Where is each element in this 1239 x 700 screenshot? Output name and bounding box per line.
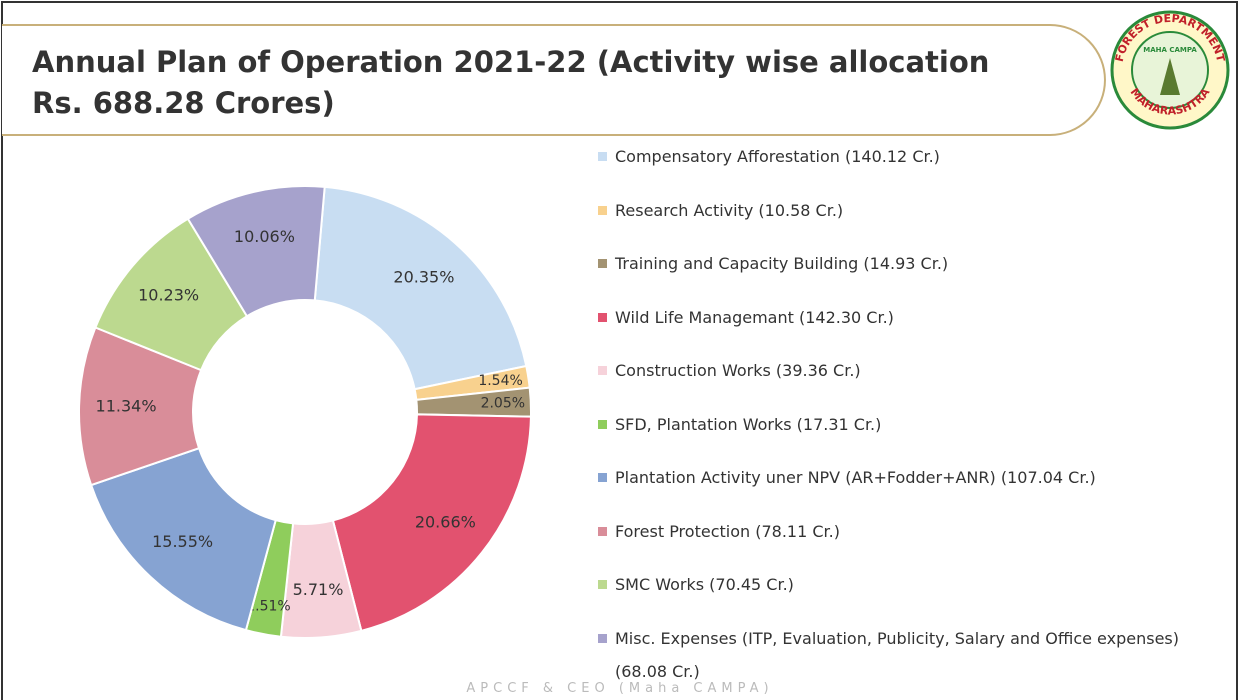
legend-item: Misc. Expenses (ITP, Evaluation, Publici…	[598, 622, 1185, 681]
legend-swatch	[598, 366, 607, 375]
legend-label: SMC Works (70.45 Cr.)	[615, 575, 794, 594]
data-label: 20.66%	[415, 513, 476, 532]
legend-item: Research Activity (10.58 Cr.)	[598, 194, 1208, 248]
legend-item: Compensatory Afforestation (140.12 Cr.)	[598, 140, 1208, 194]
legend-label: Compensatory Afforestation (140.12 Cr.)	[615, 147, 940, 166]
legend-item: SFD, Plantation Works (17.31 Cr.)	[598, 408, 1208, 462]
logo-text: MAHA CAMPA	[1143, 46, 1197, 54]
legend-label: Misc. Expenses (ITP, Evaluation, Publici…	[615, 628, 1179, 681]
legend-swatch	[598, 312, 607, 322]
legend-label: Wild Life Managemant (142.30 Cr.)	[615, 307, 894, 327]
logo-tree	[1160, 58, 1180, 95]
title-box	[2, 24, 1106, 136]
legend-swatch	[598, 419, 607, 429]
slice	[331, 413, 532, 633]
legend-item: Training and Capacity Building (14.93 Cr…	[598, 247, 1208, 301]
legend-swatch	[598, 152, 607, 161]
legend-item: Forest Protection (78.11 Cr.)	[598, 515, 1208, 569]
legend-swatch	[598, 580, 607, 589]
data-label: 11.34%	[96, 397, 157, 416]
slice	[186, 185, 326, 318]
legend-label: Plantation Activity uner NPV (AR+Fodder+…	[615, 468, 1096, 487]
data-label: 10.06%	[234, 227, 295, 246]
data-label: 20.35%	[393, 268, 454, 287]
title: Annual Plan of Operation 2021-22 (Activi…	[32, 45, 989, 79]
footer: APCCF & CEO (Maha CAMPA)	[466, 681, 773, 696]
slice	[89, 446, 277, 632]
legend-label: Forest Protection (78.11 Cr.)	[615, 521, 840, 541]
legend-label: Training and Capacity Building (14.93 Cr…	[615, 254, 949, 273]
data-label: 5.71%	[293, 580, 344, 599]
legend-item: SMC Works (70.45 Cr.)	[598, 568, 1208, 622]
title: Rs. 688.28 Crores)	[32, 86, 335, 120]
legend-swatch	[598, 473, 607, 482]
legend-label: SFD, Plantation Works (17.31 Cr.)	[615, 414, 882, 434]
legend-swatch	[598, 259, 607, 268]
legend-label: Construction Works (39.36 Cr.)	[615, 361, 861, 380]
legend-item: Plantation Activity uner NPV (AR+Fodder+…	[598, 461, 1208, 515]
legend-item: Construction Works (39.36 Cr.)	[598, 354, 1208, 408]
legend-swatch	[598, 526, 607, 536]
data-label: 10.23%	[138, 286, 199, 305]
slice	[313, 185, 528, 391]
data-label: 1.54%	[478, 373, 522, 389]
legend-label: Research Activity (10.58 Cr.)	[615, 200, 844, 220]
logo: FOREST DEPARTMENT MAHARASHTRA MAHA CAMPA	[1110, 10, 1230, 130]
legend-item: Wild Life Managemant (142.30 Cr.)	[598, 301, 1208, 355]
legend-swatch	[598, 633, 607, 643]
data-label: 15.55%	[152, 532, 213, 551]
data-label: 2.05%	[481, 395, 525, 411]
data-label: 2.51%	[246, 599, 290, 615]
legend-swatch	[598, 205, 607, 215]
legend: Compensatory Afforestation (140.12 Cr.) R…	[598, 140, 1208, 681]
donut: 20.35% 1.54% 2.05% 20.66% 5.71%2.51% 15.55% 11…	[78, 185, 532, 639]
